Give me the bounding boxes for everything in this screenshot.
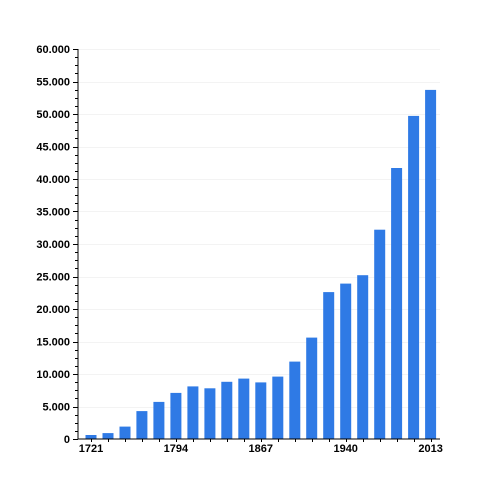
y-tick-label: 15.000 [36,337,70,349]
bar [221,381,233,439]
bar [374,229,386,439]
y-tick-label: 55.000 [36,77,70,89]
bar [408,115,420,440]
bar [136,411,148,439]
bar [170,392,182,439]
y-tick-label: 40.000 [36,174,70,186]
bars [85,89,437,440]
y-tick-label: 45.000 [36,142,70,154]
bar [119,426,131,439]
y-axis-ticks: 0 5.000 10.000 15.000 20.000 25.000 30.000 35.0… [36,44,78,446]
y-tick-label: 25.000 [36,272,70,284]
bar [289,361,301,439]
bar [425,89,437,440]
y-tick-label: 5.000 [42,402,70,414]
bar [102,433,114,439]
bar [255,382,267,439]
bar [204,388,216,439]
y-tick-label: 30.000 [36,239,70,251]
bar [85,435,97,439]
y-tick-label: 20.000 [36,304,70,316]
bar [391,168,403,439]
gridlines [78,49,440,408]
y-tick-label: 35.000 [36,207,70,219]
bar [153,401,165,439]
bar [272,376,284,439]
bar [238,378,250,439]
bar [306,337,318,439]
x-tick-label: 1940 [333,443,357,455]
y-tick-label: 50.000 [36,109,70,121]
x-tick-label: 1721 [79,443,103,455]
bar [357,275,369,439]
y-tick-label: 60.000 [36,44,70,56]
bar [340,283,352,439]
bar [187,386,199,439]
y-tick-label: 10.000 [36,369,70,381]
x-tick-label: 1867 [249,443,273,455]
x-tick-label: 2013 [418,443,442,455]
x-axis-ticks: 1721 1794 1867 1940 2013 [79,439,443,455]
y-tick-label: 0 [64,434,70,446]
x-tick-label: 1794 [164,443,189,455]
bar [323,292,335,439]
